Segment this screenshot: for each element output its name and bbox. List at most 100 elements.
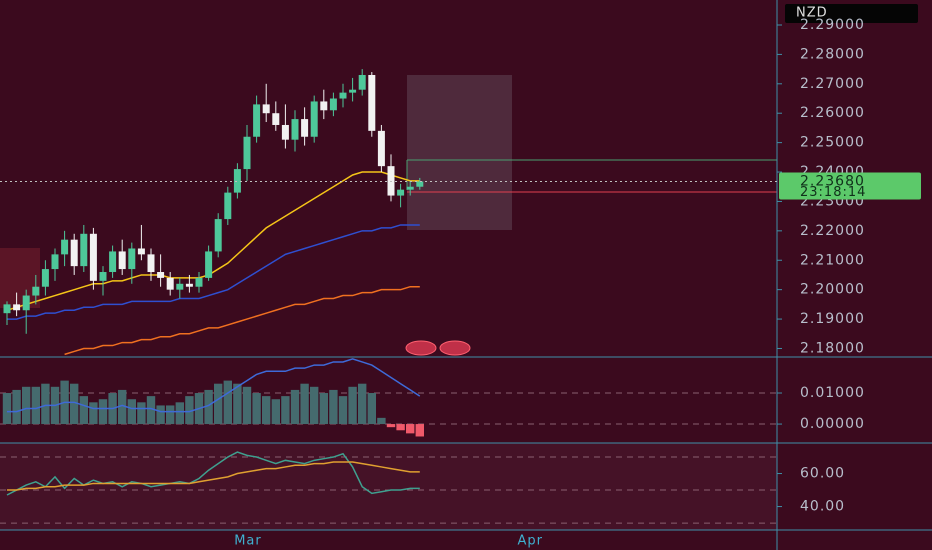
candle-body bbox=[157, 272, 165, 278]
candle-body bbox=[3, 304, 11, 314]
candle-body bbox=[301, 119, 309, 137]
candle-body bbox=[32, 286, 40, 296]
rsi-band bbox=[0, 443, 777, 530]
y-tick-label: 2.29000 bbox=[800, 17, 865, 33]
candle-body bbox=[61, 239, 69, 255]
histogram-bar bbox=[98, 399, 108, 425]
histogram-bar bbox=[31, 386, 40, 425]
histogram-bar bbox=[271, 399, 280, 425]
candle-body bbox=[377, 130, 385, 167]
candle-body bbox=[128, 248, 136, 270]
y-tick-label: 2.21000 bbox=[800, 252, 865, 268]
candle-body bbox=[166, 277, 174, 290]
histogram-bar bbox=[166, 405, 175, 425]
y-tick-label: 2.27000 bbox=[800, 76, 865, 92]
candle-body bbox=[185, 283, 193, 287]
histogram-bar bbox=[300, 383, 309, 425]
histogram-bar bbox=[118, 389, 127, 425]
y-tick-label: 40.00 bbox=[800, 499, 845, 515]
candle-body bbox=[368, 74, 376, 131]
candle-body bbox=[195, 277, 203, 287]
histogram-bar bbox=[377, 417, 386, 425]
candle-body bbox=[118, 251, 126, 270]
candle-body bbox=[358, 74, 366, 90]
histogram-bar bbox=[41, 383, 50, 425]
y-tick-label: 0.01000 bbox=[800, 385, 865, 401]
moving-average bbox=[7, 224, 420, 320]
candle-body bbox=[397, 189, 405, 196]
candle-body bbox=[262, 104, 270, 114]
y-tick-label: 2.20000 bbox=[800, 282, 865, 298]
candle-body bbox=[224, 192, 232, 220]
candle-body bbox=[291, 119, 299, 140]
histogram-bar bbox=[137, 402, 146, 425]
x-tick-label: Mar bbox=[234, 534, 262, 549]
moving-average bbox=[64, 285, 420, 356]
candle-body bbox=[233, 169, 241, 193]
histogram-bar bbox=[12, 389, 21, 425]
histogram-bar bbox=[204, 389, 213, 425]
last-price-box bbox=[779, 172, 921, 200]
histogram-bar bbox=[348, 386, 357, 425]
candle-body bbox=[272, 113, 280, 125]
histogram-bar bbox=[290, 389, 300, 425]
histogram-bar bbox=[175, 402, 184, 425]
flag-icon bbox=[439, 340, 471, 356]
histogram-bar bbox=[22, 386, 31, 425]
histogram-bar bbox=[2, 393, 12, 425]
candle-body bbox=[320, 101, 328, 111]
histogram-bar bbox=[396, 424, 405, 431]
candle-body bbox=[137, 248, 145, 255]
histogram-bar bbox=[415, 424, 424, 437]
candle-body bbox=[22, 295, 30, 311]
histogram-bar bbox=[281, 396, 290, 425]
macd-line bbox=[7, 358, 421, 413]
histogram-bar bbox=[185, 396, 194, 425]
y-tick-label: 2.19000 bbox=[800, 311, 865, 327]
histogram-bar bbox=[146, 396, 156, 425]
y-tick-label: 2.18000 bbox=[800, 340, 865, 356]
candle-body bbox=[214, 219, 222, 252]
histogram-bar bbox=[252, 393, 261, 425]
last-price-label: 2.23680 bbox=[800, 173, 865, 189]
zone bbox=[0, 248, 40, 308]
candle-body bbox=[70, 239, 78, 267]
histogram-bar bbox=[89, 402, 98, 425]
y-tick-label: 2.26000 bbox=[800, 105, 865, 121]
histogram-bar bbox=[367, 393, 376, 425]
candle-body bbox=[387, 166, 395, 196]
candle-body bbox=[13, 304, 21, 311]
candle-body bbox=[109, 251, 117, 273]
histogram-bar bbox=[233, 383, 242, 425]
y-tick-label: 0.00000 bbox=[800, 416, 865, 432]
histogram-bar bbox=[310, 386, 319, 425]
candle-body bbox=[176, 283, 184, 290]
rsi-line bbox=[6, 451, 420, 496]
histogram-bar bbox=[214, 383, 223, 425]
x-tick-label: Apr bbox=[517, 534, 543, 549]
histogram-bar bbox=[79, 396, 88, 425]
candle-body bbox=[329, 98, 337, 111]
candle-body bbox=[406, 186, 414, 190]
position-tool bbox=[407, 75, 512, 230]
rsi-line bbox=[7, 461, 420, 491]
histogram-bar bbox=[156, 405, 165, 425]
candle-body bbox=[349, 89, 357, 93]
candle-body bbox=[281, 124, 289, 140]
histogram-bar bbox=[223, 380, 232, 425]
histogram-bar bbox=[127, 399, 136, 425]
y-tick-label: 2.22000 bbox=[800, 223, 865, 239]
histogram-bar bbox=[329, 389, 338, 425]
candle-body bbox=[147, 254, 155, 273]
countdown: 23:18:14 bbox=[800, 185, 866, 200]
flags bbox=[405, 340, 471, 356]
candle-body bbox=[310, 101, 318, 137]
y-tick-label: 2.25000 bbox=[800, 135, 865, 151]
symbol-box bbox=[785, 4, 918, 23]
histogram-bar bbox=[262, 396, 271, 425]
candle-body bbox=[89, 233, 97, 281]
histogram-bar bbox=[319, 393, 328, 425]
moving-average bbox=[6, 171, 420, 311]
